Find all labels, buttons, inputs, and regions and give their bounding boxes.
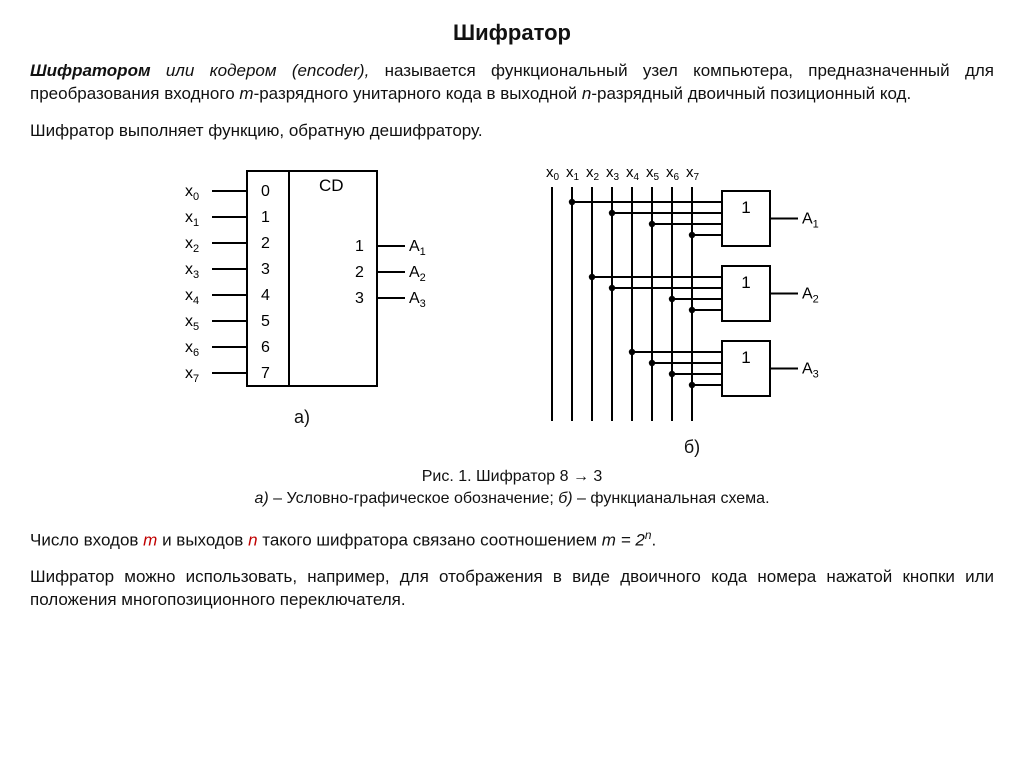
caption-line1: Рис. 1. Шифратор 8 → 3	[422, 468, 603, 485]
text: и выходов	[157, 530, 248, 549]
svg-text:x2: x2	[586, 164, 600, 183]
paragraph-definition: Шифратором или кодером (encoder), называ…	[30, 60, 994, 106]
svg-text:x1: x1	[185, 209, 199, 229]
text: Число входов	[30, 530, 143, 549]
svg-text:3: 3	[261, 261, 270, 278]
svg-text:x3: x3	[606, 164, 620, 183]
figure-a-label: а)	[294, 407, 310, 428]
svg-text:6: 6	[261, 339, 270, 356]
svg-text:x0: x0	[185, 183, 199, 203]
figure-b-column: x0 x1 x2 x3 x4 x5 x6 x7 1 A1 1 A2 1 A3 б)	[537, 161, 847, 458]
caption-a-text: – Условно-графическое обозначение;	[269, 490, 559, 507]
svg-text:x7: x7	[686, 164, 700, 183]
svg-text:CD: CD	[319, 176, 344, 195]
svg-text:A1: A1	[409, 238, 426, 258]
svg-text:1: 1	[741, 198, 750, 217]
svg-text:A2: A2	[409, 264, 426, 284]
svg-text:x3: x3	[185, 261, 199, 281]
text: -разрядного унитарного кода в выходной	[254, 84, 582, 103]
svg-text:x7: x7	[185, 365, 199, 385]
text: такого шифратора связано соотношением	[258, 530, 602, 549]
svg-text:1: 1	[261, 209, 270, 226]
term-encoder-alt: или кодером (encoder),	[151, 61, 370, 80]
svg-text:0: 0	[261, 183, 270, 200]
svg-text:5: 5	[261, 313, 270, 330]
svg-text:1: 1	[741, 348, 750, 367]
var-m: m	[239, 84, 253, 103]
svg-text:x0: x0	[546, 164, 560, 183]
caption-b-text: – функцианальная схема.	[573, 490, 770, 507]
eq-m: m	[602, 530, 616, 549]
svg-text:A3: A3	[409, 290, 426, 310]
paragraph-inverse: Шифратор выполняет функцию, обратную деш…	[30, 120, 994, 143]
text: .	[651, 530, 656, 549]
page-title: Шифратор	[30, 20, 994, 46]
svg-text:x5: x5	[646, 164, 660, 183]
var-m-red: m	[143, 530, 157, 549]
figure-b-label: б)	[684, 437, 700, 458]
var-n-red: n	[248, 530, 257, 549]
svg-text:4: 4	[261, 287, 270, 304]
eq-mid: = 2	[616, 530, 645, 549]
svg-text:7: 7	[261, 365, 270, 382]
svg-text:x5: x5	[185, 313, 199, 333]
caption-a-marker: а)	[254, 490, 268, 507]
diagram-a-symbol: CD x0 0 x1 1 x2 2 x3 3 x4 4 x5 5 x6 6 x7 7 1 A1 2 A2 3 A3	[177, 161, 427, 401]
paragraph-usage: Шифратор можно использовать, например, д…	[30, 566, 994, 612]
svg-text:A2: A2	[802, 285, 819, 305]
svg-text:1: 1	[741, 273, 750, 292]
svg-text:x1: x1	[566, 164, 580, 183]
text: -разрядный двоичный позиционный код.	[591, 84, 911, 103]
svg-text:x4: x4	[185, 287, 199, 307]
svg-text:x4: x4	[626, 164, 640, 183]
figure-caption: Рис. 1. Шифратор 8 → 3 а) – Условно-граф…	[30, 466, 994, 511]
figure-row: CD x0 0 x1 1 x2 2 x3 3 x4 4 x5 5 x6 6 x7 7 1 A1 2 A2 3 A3 а) x…	[30, 161, 994, 458]
figure-a-column: CD x0 0 x1 1 x2 2 x3 3 x4 4 x5 5 x6 6 x7 7 1 A1 2 A2 3 A3 а)	[177, 161, 427, 428]
svg-text:A3: A3	[802, 360, 819, 380]
caption-b-marker: б)	[558, 490, 572, 507]
svg-text:2: 2	[355, 264, 364, 281]
svg-text:3: 3	[355, 290, 364, 307]
svg-text:x2: x2	[185, 235, 199, 255]
term-encoder: Шифратором	[30, 61, 151, 80]
svg-text:x6: x6	[185, 339, 199, 359]
var-n: n	[582, 84, 591, 103]
diagram-b-schematic: x0 x1 x2 x3 x4 x5 x6 x7 1 A1 1 A2 1 A3	[537, 161, 847, 431]
svg-text:1: 1	[355, 238, 364, 255]
svg-text:x6: x6	[666, 164, 680, 183]
svg-text:A1: A1	[802, 210, 819, 230]
svg-text:2: 2	[261, 235, 270, 252]
paragraph-relation: Число входов m и выходов n такого шифрат…	[30, 527, 994, 553]
